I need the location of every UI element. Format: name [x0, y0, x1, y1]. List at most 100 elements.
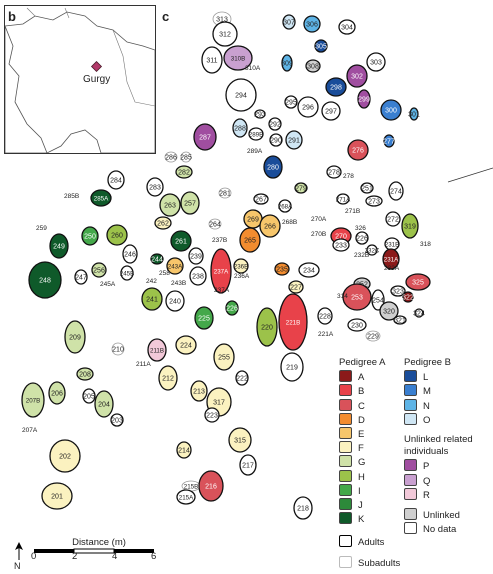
grave-278 — [326, 165, 342, 179]
legend-item-r-q: Q — [404, 473, 486, 488]
grave-label-219: 219 — [286, 365, 298, 372]
grave-label-249: 249 — [53, 244, 65, 251]
grave-212 — [158, 365, 178, 391]
legend-item-a-c: C — [339, 398, 400, 413]
grave-label-212: 212 — [162, 376, 174, 383]
legend-subadults: Subadults — [339, 555, 400, 570]
grave-320 — [379, 301, 399, 321]
grave-211B — [147, 338, 167, 362]
grave-256 — [91, 262, 107, 278]
grave-label-280: 280 — [267, 165, 279, 172]
grave-label-215A: 215A — [179, 495, 194, 502]
legend-swatch-icon — [404, 522, 417, 535]
legend-swatch-icon — [404, 412, 417, 425]
grave-292 — [268, 117, 282, 131]
grave-238 — [189, 266, 207, 286]
legend-item-a-k: K — [339, 512, 400, 526]
callout-label-326: 326 — [355, 225, 366, 232]
grave-label-231B: 231B — [385, 242, 399, 249]
grave-label-265: 265 — [244, 238, 256, 245]
grave-236B — [233, 258, 249, 274]
grave-label-323: 323 — [392, 289, 404, 296]
legend-item-a-d: D — [339, 412, 400, 427]
grave-300 — [380, 99, 402, 121]
grave-label-312: 312 — [219, 32, 231, 39]
inset-place-label: Gurgy — [83, 74, 111, 85]
legend-swatch-icon — [339, 469, 352, 482]
grave-280 — [263, 155, 283, 179]
legend-label: G — [358, 457, 366, 469]
grave-label-227: 227 — [290, 285, 302, 292]
legend-item-r-p: P — [404, 459, 486, 473]
grave-232C — [366, 244, 378, 256]
grave-319 — [401, 213, 419, 239]
grave-303 — [366, 52, 386, 72]
grave-label-281: 281 — [219, 191, 231, 198]
grave-223 — [204, 407, 220, 423]
grave-label-325: 325 — [412, 280, 424, 287]
grave-207B — [21, 382, 45, 418]
grave-301 — [409, 107, 419, 121]
legend-label: R — [423, 489, 430, 501]
grave-label-282: 282 — [178, 170, 190, 177]
grave-254 — [371, 289, 385, 311]
grave-label-297: 297 — [325, 109, 337, 116]
legend-item-a-i: I — [339, 483, 400, 498]
grave-label-268A: 268A — [278, 204, 293, 211]
grave-257 — [180, 191, 200, 215]
callout-label-270A: 270A — [311, 216, 327, 223]
grave-label-306: 306 — [306, 22, 318, 29]
legend-item-o-no-data: No data — [404, 522, 486, 536]
legend-label: L — [423, 372, 429, 384]
grave-310B — [223, 45, 253, 71]
grave-label-206: 206 — [51, 391, 63, 398]
grave-label-229: 229 — [367, 334, 379, 341]
grave-label-216: 216 — [205, 484, 217, 491]
legend-swatch-icon — [339, 398, 352, 411]
grave-253 — [342, 283, 372, 311]
grave-243A — [166, 257, 184, 275]
grave-label-267: 267 — [255, 197, 267, 204]
north-label: N — [14, 561, 21, 571]
grave-255 — [213, 343, 235, 371]
legend-swatch-icon — [339, 370, 352, 383]
grave-291 — [285, 130, 303, 150]
legend-label: D — [358, 414, 365, 426]
grave-label-302: 302 — [351, 74, 363, 81]
grave-220 — [256, 307, 278, 347]
grave-label-261: 261 — [175, 239, 187, 246]
grave-label-299: 299 — [358, 97, 370, 104]
grave-205 — [82, 388, 96, 404]
grave-label-315: 315 — [234, 438, 246, 445]
grave-label-273: 273 — [368, 199, 380, 206]
callout-label-221A: 221A — [318, 331, 334, 338]
grave-217 — [239, 454, 257, 476]
callout-label-258: 258 — [159, 270, 170, 277]
grave-239 — [188, 247, 204, 265]
grave-268A — [278, 199, 292, 213]
legend-label: F — [358, 443, 364, 455]
grave-label-215B: 215B — [184, 484, 198, 491]
grave-label-230: 230 — [351, 323, 363, 330]
grave-label-222: 222 — [236, 376, 248, 383]
grave-label-263: 263 — [164, 203, 176, 210]
grave-label-239: 239 — [190, 254, 202, 261]
grave-label-285A: 285A — [94, 196, 109, 203]
grave-label-255: 255 — [218, 355, 230, 362]
grave-label-260: 260 — [111, 233, 123, 240]
legend-label: O — [423, 414, 431, 426]
grave-label-290: 290 — [270, 138, 282, 145]
callout-label-245A: 245A — [100, 281, 116, 288]
legend-swatch-icon — [339, 384, 352, 397]
grave-label-207B: 207B — [26, 398, 40, 405]
callout-label-289A: 289A — [247, 148, 263, 155]
callout-label-236A: 236A — [234, 273, 250, 280]
callout-label-232B: 232B — [354, 252, 369, 259]
legend-item-r-r: R — [404, 487, 486, 502]
grave-label-284: 284 — [110, 178, 122, 185]
legend-swatch-icon — [339, 412, 352, 425]
